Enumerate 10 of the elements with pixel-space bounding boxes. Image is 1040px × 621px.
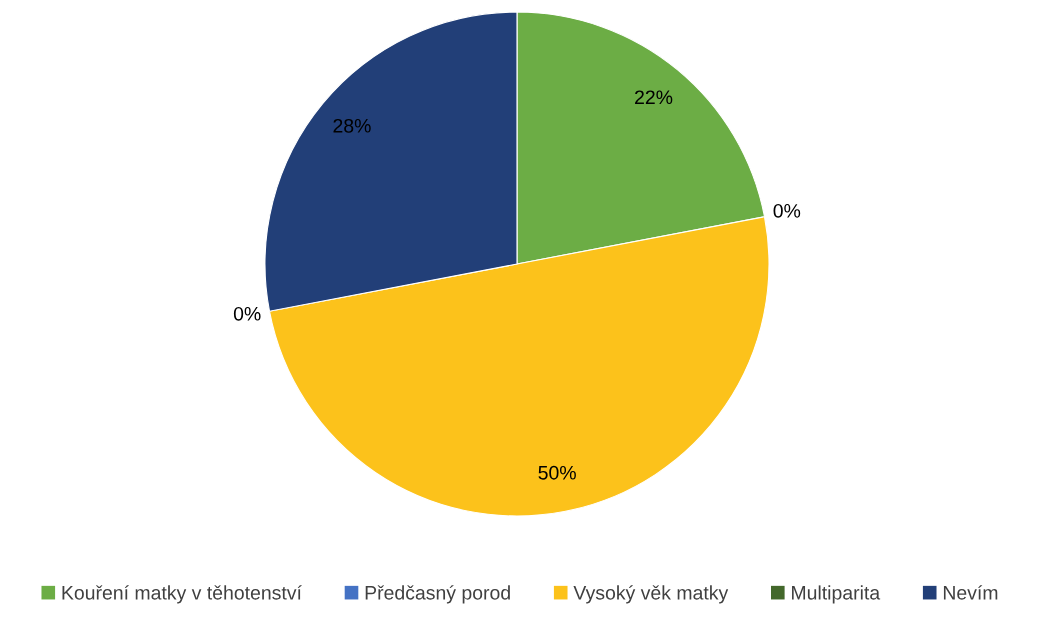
data-label: 28% [333, 118, 371, 133]
legend-label: Nevím [943, 585, 998, 600]
text: 0% [233, 306, 261, 321]
data-label: 22% [635, 90, 673, 105]
text: 0% [773, 203, 801, 218]
data-label: 50% [538, 465, 576, 480]
legend-label: Multiparita [792, 585, 881, 604]
legend-label: Předčasný porod [365, 585, 510, 604]
legend-label: Vysoký věk matky [573, 585, 729, 604]
legend-label: Kouření matky v těhotenství [62, 585, 302, 604]
